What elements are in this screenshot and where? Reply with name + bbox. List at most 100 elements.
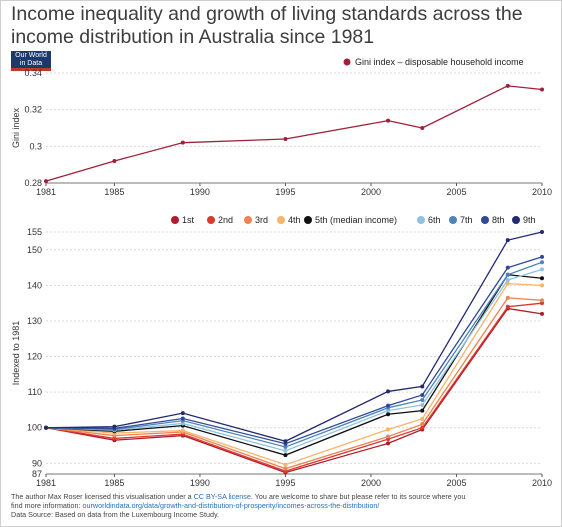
decile-data-point bbox=[540, 230, 544, 234]
decile-series-line bbox=[45, 268, 543, 452]
decile-x-tick-label: 1995 bbox=[275, 478, 295, 488]
gini-x-tick-label: 2010 bbox=[532, 187, 552, 197]
decile-y-tick-label: 110 bbox=[28, 387, 42, 397]
decile-legend-marker bbox=[244, 216, 252, 224]
gini-x-tick-label: 2000 bbox=[361, 187, 381, 197]
gini-data-point bbox=[283, 137, 288, 141]
decile-data-point bbox=[540, 283, 544, 288]
decile-data-point bbox=[283, 439, 288, 444]
gini-x-tick-label: 2005 bbox=[446, 187, 466, 197]
decile-legend-marker bbox=[304, 216, 312, 224]
page-title: Income inequality and growth of living s… bbox=[11, 3, 523, 48]
owid-logo: Our World in Data bbox=[11, 51, 51, 71]
decile-data-point bbox=[420, 425, 425, 430]
decile-legend-label: 3rd bbox=[255, 215, 268, 225]
source-link[interactable]: ourworldindata.org/data/growth-and-distr… bbox=[82, 501, 380, 510]
decile-series-line bbox=[45, 282, 543, 466]
gini-x-tick-label: 1990 bbox=[190, 187, 210, 197]
decile-legend-label: 9th bbox=[523, 215, 536, 225]
footer-text-2: find more information: bbox=[11, 501, 83, 510]
decile-data-point bbox=[283, 462, 288, 467]
decile-data-point bbox=[540, 254, 544, 259]
decile-data-point bbox=[386, 427, 391, 432]
decile-data-point bbox=[540, 311, 544, 316]
decile-series-line bbox=[45, 297, 543, 470]
gini-x-tick-label: 1985 bbox=[104, 187, 124, 197]
logo-line-1: Our World bbox=[15, 52, 47, 59]
decile-x-tick-label: 1981 bbox=[36, 478, 56, 488]
decile-legend-marker bbox=[207, 216, 215, 224]
decile-data-point bbox=[505, 295, 510, 300]
gini-data-point bbox=[420, 126, 425, 130]
decile-data-point bbox=[112, 436, 117, 441]
decile-x-tick-label: 2010 bbox=[532, 478, 552, 488]
decile-y-tick-label: 90 bbox=[32, 458, 42, 468]
decile-data-point bbox=[283, 453, 288, 458]
decile-legend-marker bbox=[449, 216, 457, 224]
decile-data-point bbox=[386, 441, 391, 446]
decile-data-point bbox=[505, 265, 510, 270]
decile-series-line bbox=[45, 307, 543, 474]
decile-data-point bbox=[386, 408, 391, 413]
gini-data-point bbox=[386, 118, 391, 123]
gini-y-tick-label: 0.3 bbox=[29, 141, 42, 151]
footer-text-1b: . You are welcome to share but please re… bbox=[250, 492, 466, 501]
decile-legend-label: 7th bbox=[460, 215, 473, 225]
gini-data-point bbox=[112, 159, 117, 163]
decile-data-point bbox=[386, 434, 391, 439]
decile-series-line bbox=[45, 302, 543, 472]
decile-x-tick-label: 1985 bbox=[104, 478, 124, 488]
decile-data-point bbox=[540, 298, 544, 303]
decile-series-line bbox=[45, 274, 543, 456]
decile-data-point bbox=[112, 424, 117, 429]
decile-x-tick-label: 2000 bbox=[361, 478, 381, 488]
decile-legend-marker bbox=[277, 216, 285, 224]
decile-data-point bbox=[540, 267, 544, 272]
decile-legend-label: 1st bbox=[182, 215, 195, 225]
decile-x-tick-label: 1990 bbox=[190, 478, 210, 488]
footer-line-3: Data Source: Based on data from the Luxe… bbox=[11, 510, 220, 519]
gini-y-tick-label: 0.32 bbox=[24, 105, 42, 115]
decile-data-point bbox=[386, 403, 391, 408]
gini-legend-label: Gini index – disposable household income bbox=[355, 57, 524, 67]
decile-data-point bbox=[420, 408, 425, 413]
decile-data-point bbox=[386, 389, 391, 394]
footer-line-1: The author Max Roser licensed this visua… bbox=[11, 492, 559, 501]
decile-legend-marker bbox=[171, 216, 179, 224]
decile-data-point bbox=[505, 304, 510, 309]
decile-y-tick-label: 150 bbox=[27, 245, 42, 255]
decile-legend-marker bbox=[417, 216, 425, 224]
gini-y-axis-label: Gini index bbox=[11, 107, 21, 148]
decile-data-point bbox=[420, 402, 425, 407]
gini-data-point bbox=[44, 179, 48, 184]
decile-data-point bbox=[283, 444, 288, 449]
decile-data-point bbox=[420, 392, 425, 397]
decile-data-point bbox=[505, 272, 510, 277]
decile-legend-label: 2nd bbox=[218, 215, 233, 225]
decile-data-point bbox=[180, 416, 185, 421]
decile-y-tick-label: 87 bbox=[32, 469, 42, 479]
license-link[interactable]: CC BY-SA license bbox=[193, 492, 251, 501]
charts-svg: 0.28 0.3 0.32 0.34 1981 1985 1990 1995 2000 2005 2… bbox=[11, 57, 552, 488]
footer-note: The author Max Roser licensed this visua… bbox=[11, 492, 559, 519]
decile-data-point bbox=[180, 411, 185, 416]
decile-data-point bbox=[505, 278, 510, 283]
decile-data-point bbox=[283, 448, 288, 453]
footer-line-2: find more information: ourworldindata.or… bbox=[11, 501, 559, 510]
decile-y-tick-label: 140 bbox=[27, 280, 42, 290]
decile-data-point bbox=[180, 421, 185, 426]
gini-data-point bbox=[180, 140, 185, 145]
gini-y-tick-label: 0.34 bbox=[24, 68, 42, 78]
decile-legend-label: 5th (median income) bbox=[315, 215, 397, 225]
gini-data-point bbox=[540, 87, 544, 92]
decile-data-point bbox=[180, 428, 185, 433]
decile-data-point bbox=[420, 416, 425, 421]
gini-y-tick-label: 0.28 bbox=[24, 178, 42, 188]
decile-y-tick-label: 100 bbox=[27, 423, 42, 433]
logo-line-2: in Data bbox=[19, 60, 43, 67]
decile-y-tick-label: 155 bbox=[27, 227, 42, 237]
gini-chart: 0.28 0.3 0.32 0.34 1981 1985 1990 1995 2000 2005 2… bbox=[11, 57, 552, 197]
decile-data-point bbox=[420, 422, 425, 427]
